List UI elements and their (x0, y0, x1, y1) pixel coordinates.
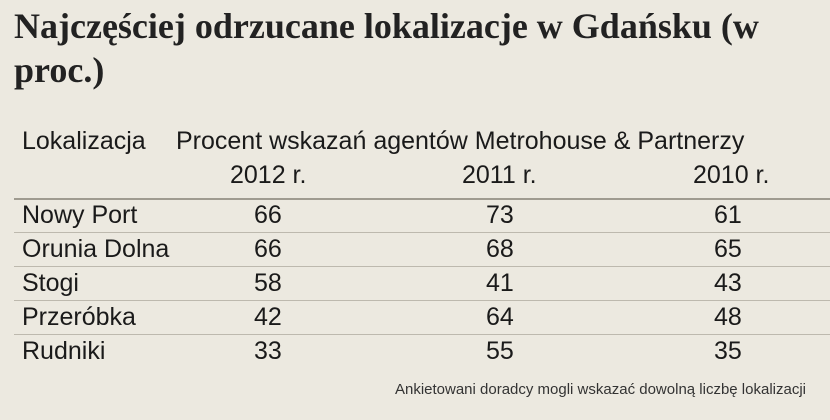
column-header-location: Lokalizacja (22, 127, 146, 155)
row-value-2012: 66 (254, 235, 282, 263)
table-row: Rudniki 33 55 35 (0, 334, 830, 368)
row-value-2011: 68 (486, 235, 514, 263)
row-value-2011: 41 (486, 269, 514, 297)
row-value-2012: 66 (254, 201, 282, 229)
table-row: Nowy Port 66 73 61 (0, 198, 830, 232)
row-value-2010: 43 (714, 269, 742, 297)
table-row: Przeróbka 42 64 48 (0, 300, 830, 334)
row-label: Nowy Port (22, 201, 138, 229)
table-header-divider (14, 198, 830, 200)
chart-title: Najczęściej odrzucane lokalizacje w Gdań… (14, 6, 759, 90)
row-value-2012: 58 (254, 269, 282, 297)
row-value-2010: 48 (714, 303, 742, 331)
row-value-2011: 64 (486, 303, 514, 331)
row-label: Przeróbka (22, 303, 136, 331)
column-header-year-2012: 2012 r. (230, 161, 307, 189)
row-label: Rudniki (22, 337, 106, 365)
row-value-2010: 65 (714, 235, 742, 263)
row-value-2011: 55 (486, 337, 514, 365)
table-row: Stogi 58 41 43 (0, 266, 830, 300)
row-value-2011: 73 (486, 201, 514, 229)
row-label: Stogi (22, 269, 79, 297)
row-divider (14, 334, 830, 335)
column-header-year-2010: 2010 r. (693, 161, 770, 189)
row-divider (14, 266, 830, 267)
row-value-2012: 42 (254, 303, 282, 331)
row-value-2012: 33 (254, 337, 282, 365)
table-row: Orunia Dolna 66 68 65 (0, 232, 830, 266)
row-label: Orunia Dolna (22, 235, 170, 263)
row-value-2010: 61 (714, 201, 742, 229)
row-divider (14, 232, 830, 233)
column-header-year-2011: 2011 r. (462, 161, 537, 189)
row-divider (14, 300, 830, 301)
table-footnote: Ankietowani doradcy mogli wskazać dowoln… (394, 381, 806, 398)
column-header-group: Procent wskazań agentów Metrohouse & Par… (176, 127, 745, 155)
row-value-2010: 35 (714, 337, 742, 365)
